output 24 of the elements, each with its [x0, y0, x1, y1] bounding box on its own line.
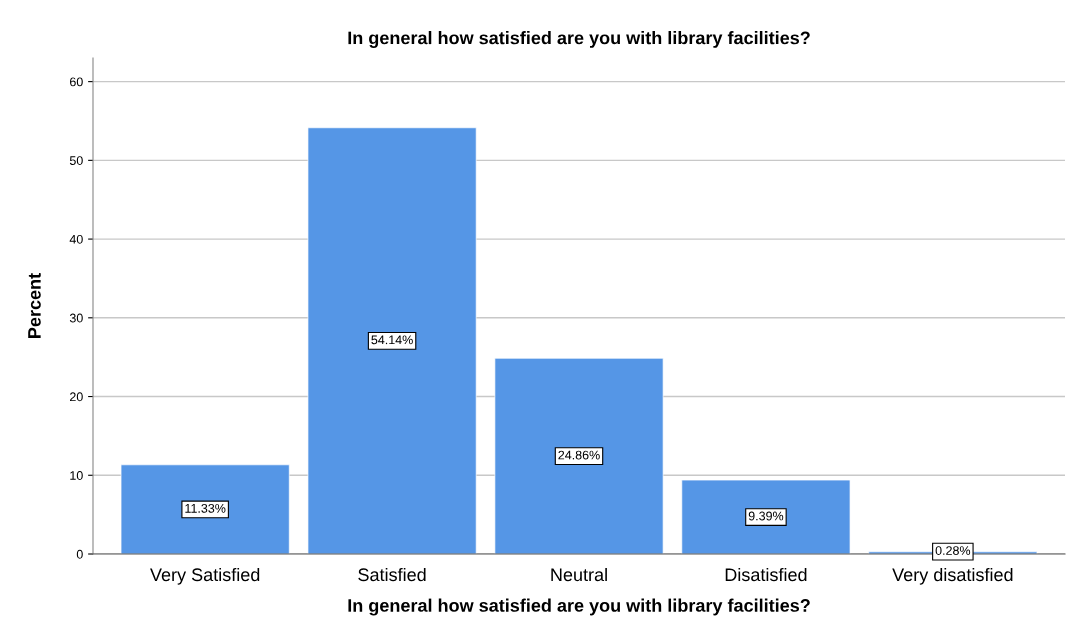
x-tick-label: Very disatisfied [892, 567, 1013, 585]
y-axis-title: Percent [28, 273, 41, 338]
data-label: 9.39% [748, 511, 784, 521]
x-axis-title: In general how satisfied are you with library facilities? [348, 598, 810, 616]
y-tick-label: 40 [69, 234, 83, 244]
y-tick-label: 20 [70, 392, 83, 402]
data-label: 0.28% [935, 546, 971, 555]
y-tick-label: 30 [69, 313, 83, 323]
data-label: 24.86% [558, 450, 600, 460]
data-label: 54.14% [371, 335, 413, 345]
chart-title: In general how satisfied are you with library facilities? [348, 31, 810, 48]
x-tick-label: Disatisfied [725, 567, 807, 582]
x-tick-label: Very Satisfied [150, 567, 260, 585]
y-tick-label: 0 [76, 549, 83, 559]
data-label: 11.33% [185, 503, 226, 513]
bar [307, 127, 477, 554]
y-tick-label: 60 [70, 77, 83, 87]
y-tick-label: 50 [69, 156, 83, 165]
y-tick-label: 10 [70, 471, 83, 480]
x-tick-label: Satisfied [358, 567, 426, 582]
bar [494, 357, 664, 554]
bar [681, 479, 851, 554]
bar [120, 464, 290, 554]
x-tick-label: Neutral [551, 567, 607, 582]
